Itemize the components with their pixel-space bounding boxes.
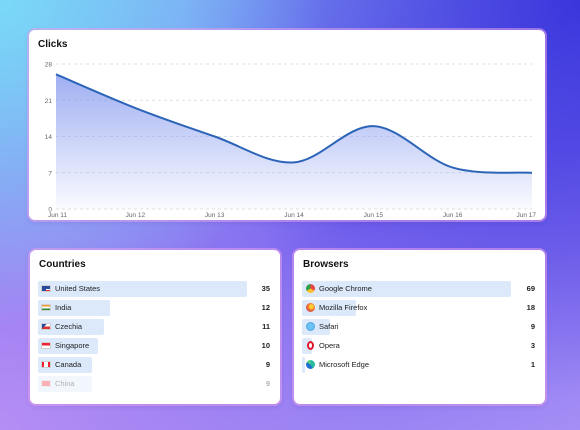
firefox-icon — [306, 303, 315, 312]
country-label: China — [55, 379, 75, 388]
singapore-flag-icon — [41, 342, 51, 349]
list-item-country[interactable]: China 9 — [38, 376, 272, 392]
country-label: United States — [55, 284, 101, 293]
browsers-card: Browsers Google Chrome 69 Mozilla Firefo… — [294, 250, 545, 404]
list-item-browser[interactable]: Microsoft Edge 1 — [302, 357, 537, 373]
india-flag-icon — [41, 304, 51, 311]
x-tick-label: Jun 17 — [516, 212, 536, 219]
y-tick-label: 14 — [45, 134, 53, 141]
clicks-chart: 0 7 14 21 28 Jun 11 Jun 12 Jun 13 Jun 14 Jun 15 Ju… — [45, 62, 537, 220]
y-tick-label: 28 — [45, 62, 53, 69]
browser-count: 69 — [526, 284, 535, 293]
browser-label: Safari — [319, 322, 339, 331]
browser-count: 3 — [530, 341, 535, 350]
countries-card: Countries United States 35 India 12 Czec… — [30, 250, 280, 404]
x-tick-label: Jun 16 — [443, 212, 463, 219]
clicks-title: Clicks — [38, 39, 68, 50]
country-count: 12 — [261, 303, 270, 312]
count-bar — [302, 300, 356, 316]
country-count: 9 — [265, 360, 270, 369]
browsers-title: Browsers — [303, 259, 349, 270]
count-bar — [38, 376, 92, 392]
list-item-country[interactable]: Canada 9 — [38, 357, 272, 373]
y-tick-label: 0 — [48, 207, 52, 214]
country-label: Singapore — [55, 341, 90, 350]
country-label: India — [55, 303, 72, 312]
list-item-browser[interactable]: Mozilla Firefox 18 — [302, 300, 537, 316]
opera-icon — [307, 341, 314, 350]
count-bar — [38, 281, 247, 297]
browser-label: Opera — [319, 341, 340, 350]
x-tick-label: Jun 13 — [205, 212, 225, 219]
us-flag-icon — [41, 285, 51, 292]
countries-title: Countries — [39, 259, 86, 270]
list-item-country[interactable]: Czechia 11 — [38, 319, 272, 335]
edge-icon — [306, 360, 315, 369]
y-tick-label: 7 — [48, 170, 52, 177]
count-bar — [302, 357, 305, 373]
y-tick-label: 21 — [45, 98, 53, 105]
count-bar — [38, 319, 104, 335]
list-item-browser[interactable]: Google Chrome 69 — [302, 281, 537, 297]
canada-flag-icon — [41, 361, 51, 368]
chrome-icon — [306, 284, 315, 293]
x-tick-label: Jun 12 — [126, 212, 146, 219]
browser-count: 9 — [530, 322, 535, 331]
list-item-country[interactable]: United States 35 — [38, 281, 272, 297]
country-count: 10 — [261, 341, 270, 350]
list-item-country[interactable]: Singapore 10 — [38, 338, 272, 354]
country-count: 35 — [261, 284, 270, 293]
count-bar — [38, 300, 110, 316]
count-bar — [38, 357, 92, 373]
browser-count: 1 — [530, 360, 535, 369]
browser-label: Mozilla Firefox — [319, 303, 368, 312]
czechia-flag-icon — [41, 323, 51, 330]
country-count: 11 — [262, 322, 270, 331]
list-item-browser[interactable]: Safari 9 — [302, 319, 537, 335]
country-label: Canada — [55, 360, 82, 369]
browser-label: Google Chrome — [319, 284, 372, 293]
clicks-card: Clicks 0 7 14 21 28 Jun 11 Jun 12 Jun 13 Jun 14 J… — [29, 30, 545, 220]
browser-count: 18 — [526, 303, 535, 312]
list-item-browser[interactable]: Opera 3 — [302, 338, 537, 354]
clicks-area — [56, 74, 532, 209]
x-tick-label: Jun 15 — [364, 212, 384, 219]
country-count: 9 — [265, 379, 270, 388]
count-bar — [38, 338, 98, 354]
list-item-country[interactable]: India 12 — [38, 300, 272, 316]
safari-icon — [306, 322, 315, 331]
x-tick-label: Jun 11 — [48, 212, 67, 219]
browsers-list: Google Chrome 69 Mozilla Firefox 18 Safa… — [302, 281, 537, 376]
browser-label: Microsoft Edge — [319, 360, 370, 369]
x-tick-label: Jun 14 — [284, 212, 304, 219]
china-flag-icon — [41, 380, 51, 387]
countries-list: United States 35 India 12 Czechia 11 Sin… — [38, 281, 272, 395]
count-bar — [302, 281, 511, 297]
country-label: Czechia — [55, 322, 83, 331]
